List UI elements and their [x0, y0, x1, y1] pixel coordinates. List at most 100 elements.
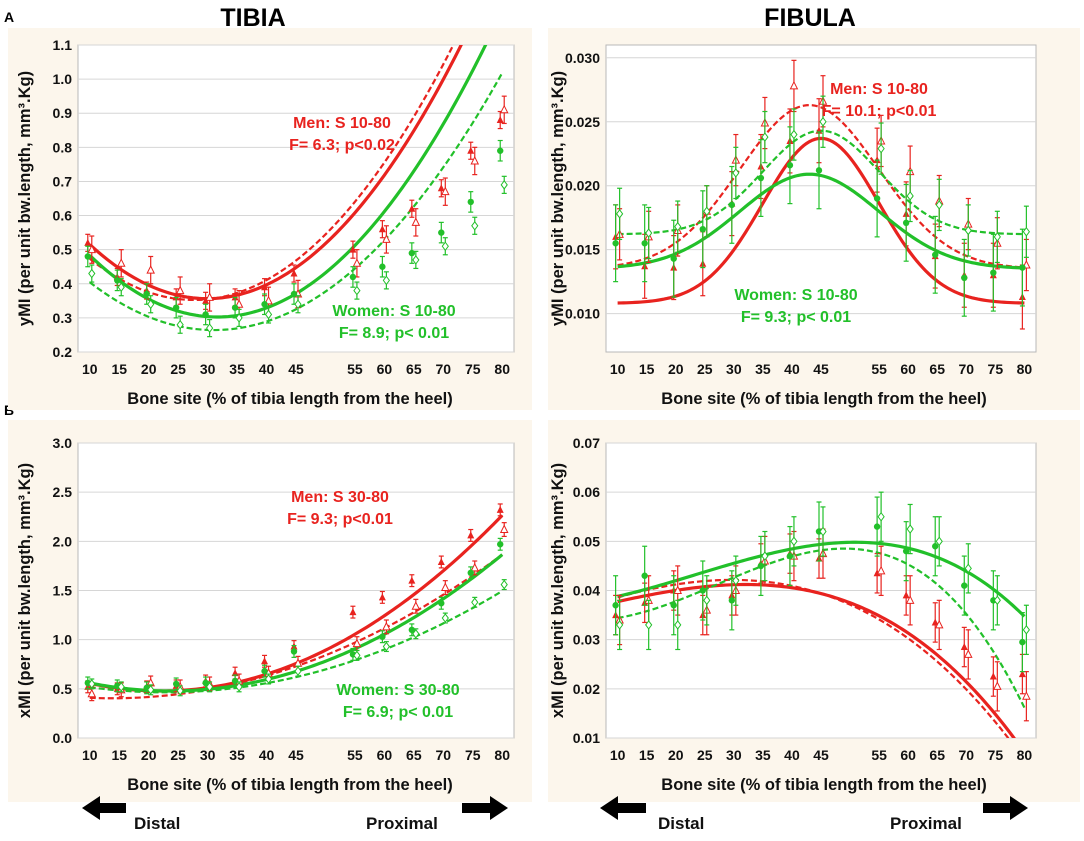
x-tick-label: 15 — [111, 747, 127, 763]
men-data-point — [382, 234, 391, 243]
x-tick-label: 45 — [813, 361, 829, 377]
y-tick-label: 0.5 — [53, 681, 73, 697]
men-dashed-fit-line — [89, 45, 455, 302]
y-tick-label: 0.025 — [565, 114, 600, 130]
women-data-point — [438, 600, 445, 607]
y-tick-label: 2.5 — [53, 484, 73, 500]
women-data-point — [935, 200, 943, 210]
x-tick-label: 40 — [259, 747, 275, 763]
women-data-point — [202, 679, 209, 687]
women-annotation-stats: F= 9.3; p< 0.01 — [741, 309, 851, 326]
x-tick-label: 20 — [668, 747, 684, 763]
women-data-point — [471, 220, 479, 231]
women-dashed-fit-line — [617, 129, 1025, 236]
women-data-point — [1019, 264, 1026, 271]
women-data-point — [349, 273, 357, 281]
y-tick-label: 0.020 — [565, 178, 600, 194]
women-data-point — [294, 299, 302, 310]
x-tick-label: 40 — [259, 361, 275, 377]
women-data-point — [412, 628, 420, 639]
women-data-point — [612, 602, 619, 609]
women-data-point — [877, 511, 885, 522]
women-data-point — [674, 221, 682, 232]
women-data-point — [353, 285, 361, 296]
series-layer — [84, 45, 509, 338]
women-data-point — [471, 597, 479, 608]
x-tick-label: 65 — [406, 747, 422, 763]
women-data-point — [932, 251, 939, 258]
men-data-point — [873, 569, 881, 577]
proximal-label-right: Proximal — [890, 814, 962, 833]
y-tick-label: 0.07 — [573, 435, 600, 451]
series-layer — [612, 59, 1031, 330]
x-tick-label: 30 — [726, 361, 742, 377]
chart-tibia-ymi: 0.2 0.3 0.4 0.5 0.6 0.7 0.8 0.9 1.0 1.1 10 15 20 25 30… — [16, 37, 515, 408]
men-dashed-fit-line — [617, 104, 1025, 269]
women-data-point — [993, 232, 1001, 242]
proximal-arrow-icon-right — [983, 796, 1028, 820]
y-tick-label: 0.05 — [573, 533, 600, 549]
x-tick-label: 15 — [639, 747, 655, 763]
women-data-point — [902, 219, 910, 227]
x-tick-label: 70 — [958, 361, 974, 377]
women-data-point — [728, 597, 736, 604]
women-dashed-fit-line — [89, 72, 504, 332]
x-tick-label: 55 — [347, 747, 363, 763]
series-layer — [84, 503, 509, 702]
men-data-point — [146, 265, 156, 274]
series-layer — [612, 491, 1031, 738]
x-tick-label: 15 — [639, 361, 655, 377]
women-data-point — [382, 275, 391, 286]
men-solid-fit-line — [617, 582, 1016, 738]
y-tick-label: 0.03 — [573, 632, 600, 648]
women-data-point — [932, 543, 939, 550]
fibula-title: FIBULA — [764, 4, 856, 32]
women-data-point — [703, 206, 711, 217]
women-data-point — [670, 255, 677, 262]
y-tick-label: 0.9 — [53, 105, 73, 121]
proximal-label-left: Proximal — [366, 814, 438, 833]
women-data-point — [467, 569, 474, 576]
women-data-point — [699, 587, 706, 594]
women-solid-fit-line — [617, 540, 1026, 618]
men-data-point — [352, 258, 362, 267]
women-annotation-title: Women: S 30-80 — [336, 682, 459, 699]
x-tick-label: 35 — [755, 361, 771, 377]
chart-fibula-ymi: 0.010 0.015 0.020 0.025 0.030 10 15 20 25 30 35 40 4… — [549, 44, 1037, 408]
women-data-point — [205, 682, 214, 692]
x-tick-label: 75 — [988, 747, 1004, 763]
x-tick-label: 75 — [988, 361, 1004, 377]
y-tick-label: 0.04 — [573, 583, 600, 599]
women-data-point — [815, 167, 823, 174]
y-tick-label: 0.4 — [53, 276, 73, 292]
y-tick-label: 0.06 — [573, 484, 600, 500]
men-data-point — [349, 608, 357, 616]
x-axis-title: Bone site (% of tibia length from the he… — [127, 776, 452, 794]
women-data-point — [761, 551, 769, 561]
y-axis-title: yMI (per unit bw.length, mm³.Kg) — [16, 71, 34, 326]
x-tick-label: 80 — [494, 361, 510, 377]
women-data-point — [261, 667, 268, 675]
x-tick-label: 70 — [958, 747, 974, 763]
women-data-point — [379, 633, 386, 640]
men-annotation-title: Men: S 10-80 — [830, 81, 928, 98]
women-data-point — [500, 579, 508, 590]
women-data-point — [645, 228, 653, 238]
women-data-point — [964, 225, 972, 236]
men-data-point — [470, 155, 480, 165]
men-data-point — [437, 557, 445, 565]
women-data-point — [732, 168, 740, 178]
women-data-point — [732, 575, 740, 586]
women-data-point — [993, 595, 1001, 606]
men-data-point — [378, 225, 386, 233]
women-data-point — [761, 132, 769, 142]
women-data-point — [408, 626, 416, 634]
women-data-point — [500, 180, 508, 190]
women-solid-fit-line — [617, 172, 1025, 270]
women-data-point — [699, 226, 706, 233]
women-data-point — [353, 650, 361, 661]
y-axis-title: xMI (per unit bw.length, mm³.Kg) — [549, 463, 567, 718]
x-tick-label: 25 — [697, 361, 713, 377]
x-tick-label: 10 — [82, 747, 98, 763]
